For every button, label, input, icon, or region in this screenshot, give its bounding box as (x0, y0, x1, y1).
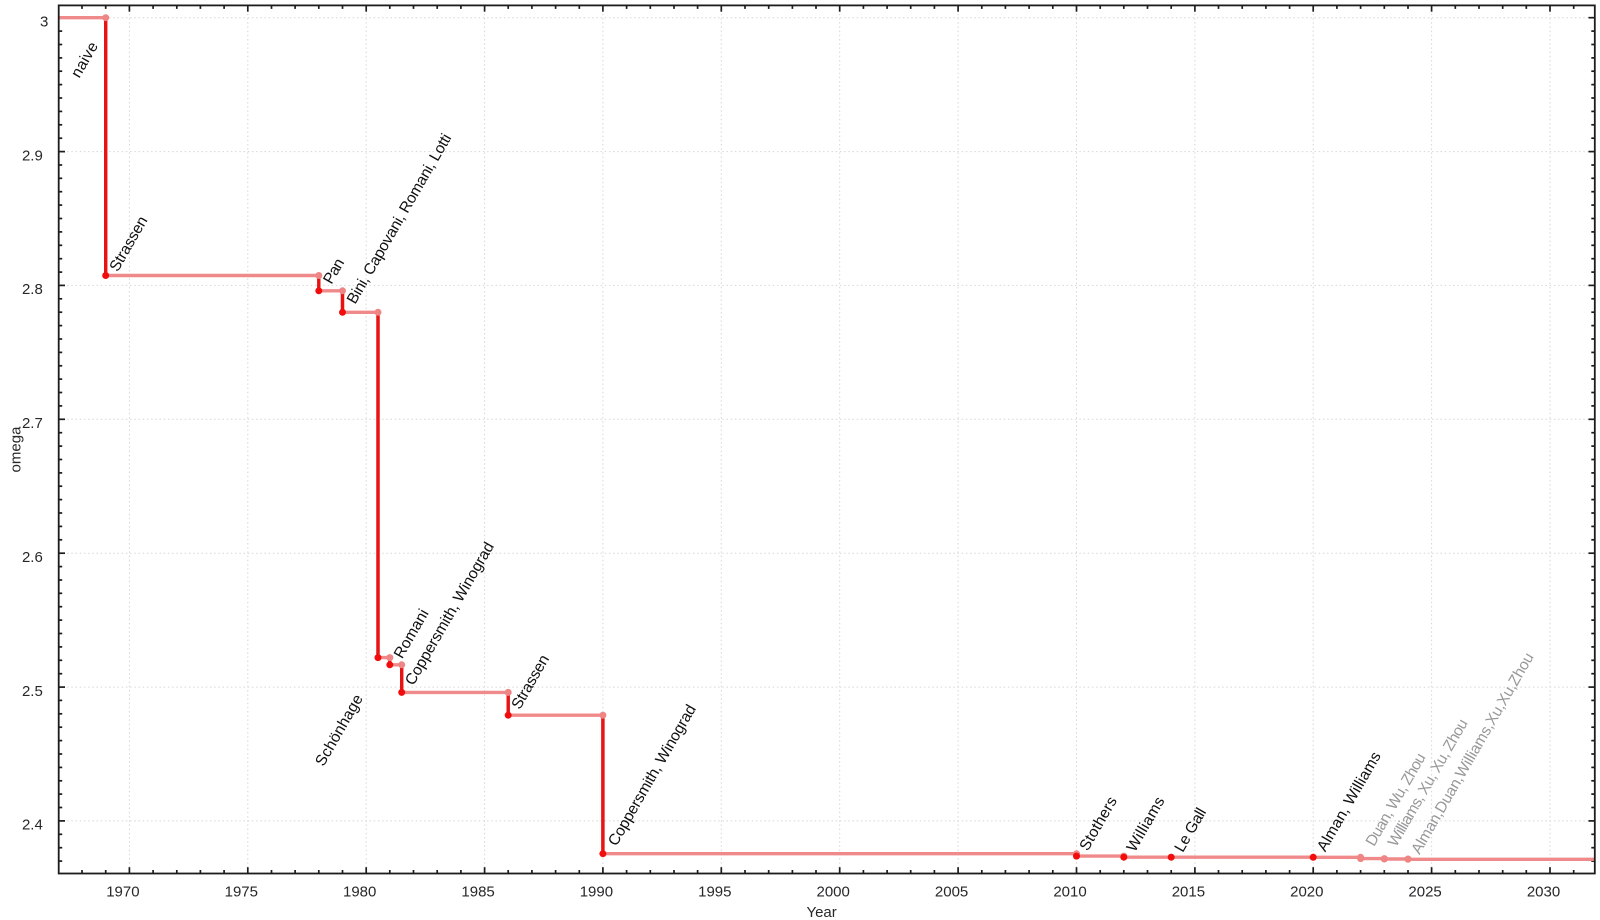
svg-text:2020: 2020 (1290, 883, 1323, 900)
svg-text:Year: Year (806, 904, 836, 920)
svg-text:2010: 2010 (1053, 883, 1086, 900)
svg-text:1980: 1980 (343, 883, 376, 900)
svg-text:2.7: 2.7 (22, 415, 43, 432)
svg-text:2005: 2005 (935, 883, 968, 900)
svg-text:1985: 1985 (461, 883, 494, 900)
svg-text:1970: 1970 (106, 883, 139, 900)
svg-text:3: 3 (40, 13, 48, 30)
svg-text:2000: 2000 (817, 883, 850, 900)
svg-text:2.6: 2.6 (22, 549, 43, 566)
svg-text:1990: 1990 (580, 883, 613, 900)
svg-text:2.5: 2.5 (22, 683, 43, 700)
svg-text:2025: 2025 (1408, 883, 1441, 900)
svg-text:2.9: 2.9 (22, 147, 43, 164)
svg-text:2030: 2030 (1527, 883, 1560, 900)
svg-text:omega: omega (7, 426, 24, 473)
svg-text:2.4: 2.4 (22, 817, 43, 834)
svg-text:2.8: 2.8 (22, 281, 43, 298)
svg-text:1995: 1995 (698, 883, 731, 900)
svg-text:2015: 2015 (1172, 883, 1205, 900)
svg-text:1975: 1975 (225, 883, 258, 900)
